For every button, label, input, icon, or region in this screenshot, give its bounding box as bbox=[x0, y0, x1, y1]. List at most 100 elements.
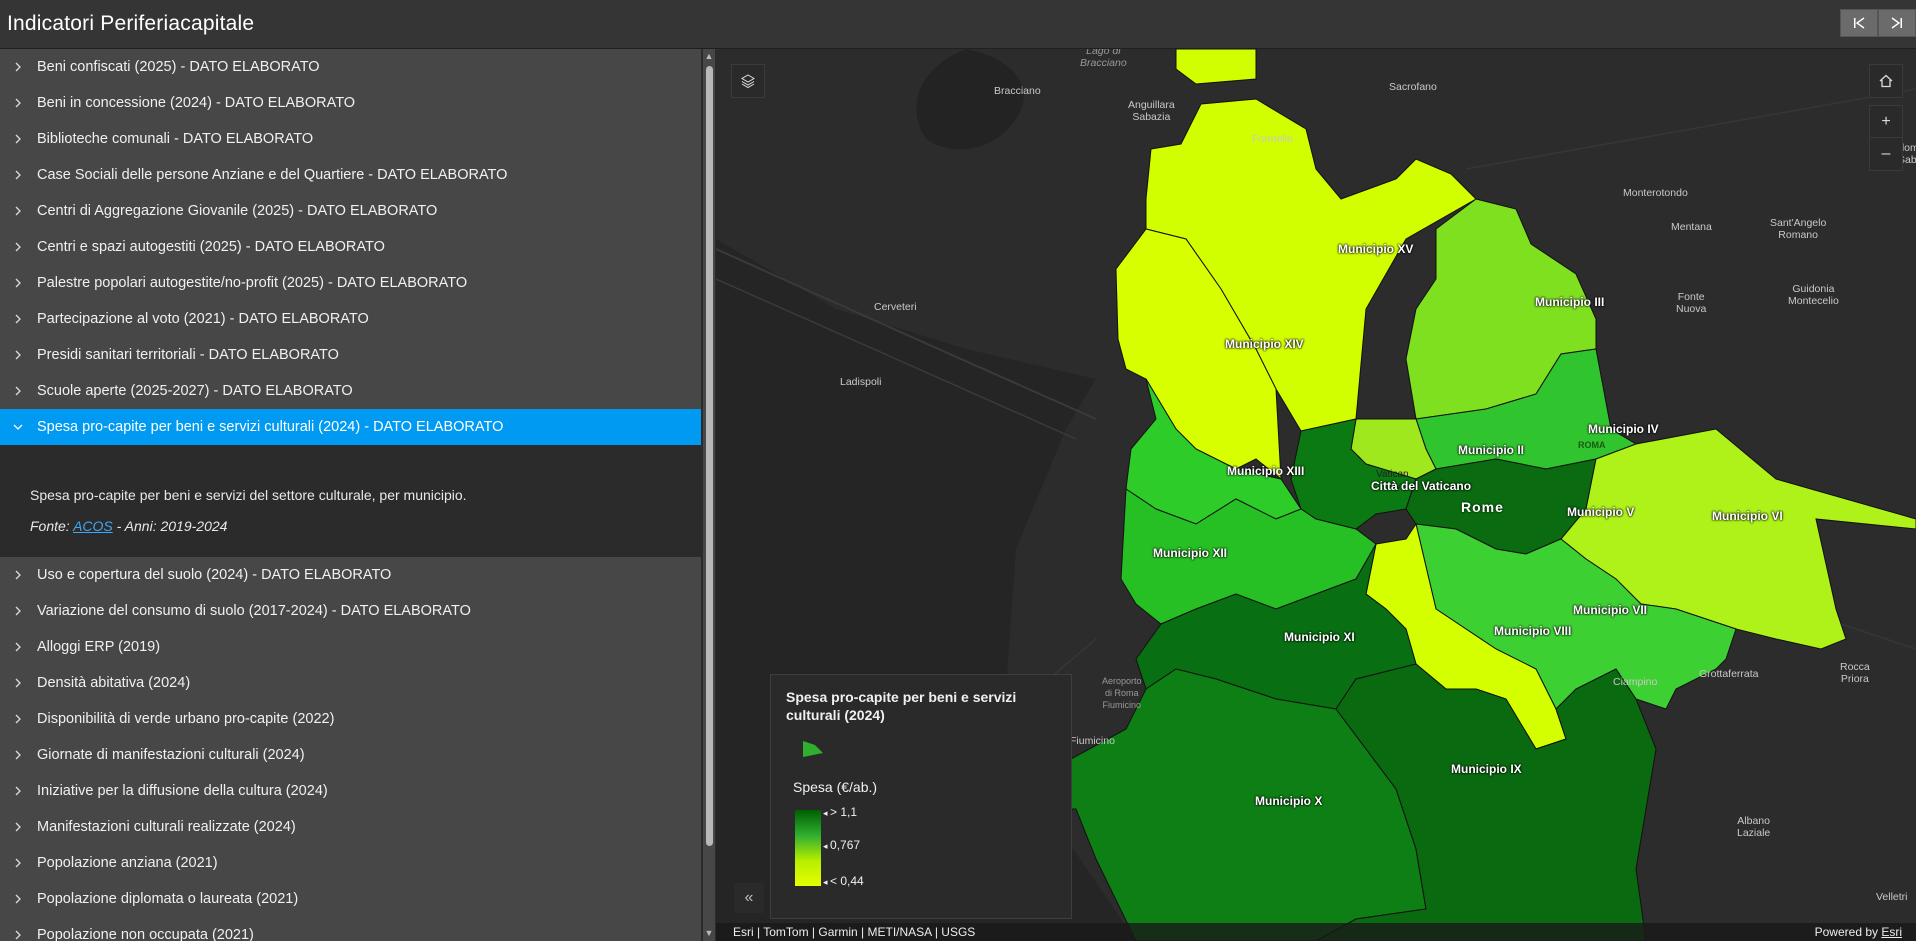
chevron-right-icon bbox=[12, 133, 24, 145]
layer-source: Fonte: ACOS - Anni: 2019-2024 bbox=[30, 518, 227, 534]
place-label: Aeroporto di Roma Fiumicino bbox=[1102, 676, 1142, 710]
layer-label: Uso e copertura del suolo (2024) - DATO … bbox=[37, 567, 392, 583]
place-label: Velletri bbox=[1876, 891, 1908, 903]
chevron-right-icon bbox=[12, 713, 24, 725]
layer-label: Beni in concessione (2024) - DATO ELABOR… bbox=[37, 95, 356, 111]
layer-label: Popolazione anziana (2021) bbox=[37, 855, 218, 871]
home-button[interactable] bbox=[1869, 64, 1903, 98]
place-label: Lago di Bracciano bbox=[1080, 49, 1127, 69]
layer-item[interactable]: Popolazione anziana (2021) bbox=[0, 845, 701, 881]
municipio-label: Municipio VI bbox=[1712, 509, 1783, 523]
chevron-right-icon bbox=[12, 205, 24, 217]
layer-item[interactable]: Presidi sanitari territoriali - DATO ELA… bbox=[0, 337, 701, 373]
municipio-label: Municipio VII bbox=[1573, 603, 1647, 617]
municipio-label: Municipio II bbox=[1458, 443, 1524, 457]
layer-item[interactable]: Centri di Aggregazione Giovanile (2025) … bbox=[0, 193, 701, 229]
layer-item[interactable]: Scuole aperte (2025-2027) - DATO ELABORA… bbox=[0, 373, 701, 409]
chevron-right-icon bbox=[12, 749, 24, 761]
layers-icon bbox=[741, 74, 755, 89]
source-link[interactable]: ACOS bbox=[73, 518, 113, 534]
chevron-right-icon bbox=[12, 605, 24, 617]
layer-list: Beni confiscati (2025) - DATO ELABORATO … bbox=[0, 49, 701, 941]
skip-forward-button[interactable] bbox=[1878, 9, 1916, 37]
place-label: Grottaferrata bbox=[1699, 668, 1759, 680]
place-label: Bracciano bbox=[994, 85, 1041, 97]
skip-back-button[interactable] bbox=[1840, 9, 1878, 37]
layer-item[interactable]: Biblioteche comunali - DATO ELABORATO bbox=[0, 121, 701, 157]
layer-label: Case Sociali delle persone Anziane e del… bbox=[37, 167, 508, 183]
chevron-right-icon bbox=[12, 97, 24, 109]
chevron-right-icon bbox=[12, 349, 24, 361]
municipio-label: Municipio III bbox=[1535, 295, 1605, 309]
layer-item[interactable]: Densità abitativa (2024) bbox=[0, 665, 701, 701]
legend-tick-mid: 0,767 bbox=[823, 838, 860, 852]
chevron-right-icon bbox=[12, 169, 24, 181]
layer-item[interactable]: Popolazione diplomata o laureata (2021) bbox=[0, 881, 701, 917]
layer-label: Scuole aperte (2025-2027) - DATO ELABORA… bbox=[37, 383, 353, 399]
layer-label: Partecipazione al voto (2021) - DATO ELA… bbox=[37, 311, 369, 327]
scroll-up-arrow[interactable]: ▲ bbox=[704, 51, 714, 61]
zoom-in-button[interactable]: + bbox=[1869, 105, 1903, 139]
layer-description: Spesa pro-capite per beni e servizi del … bbox=[30, 487, 467, 503]
chevron-right-icon bbox=[12, 641, 24, 653]
place-label: Sacrofano bbox=[1389, 81, 1437, 93]
layer-label: Disponibilità di verde urbano pro-capite… bbox=[37, 711, 335, 727]
place-label: Guidonia Montecelio bbox=[1788, 283, 1839, 307]
municipio-label: Municipio IX bbox=[1451, 762, 1522, 776]
chevron-right-icon bbox=[12, 857, 24, 869]
municipio-label: Municipio IV bbox=[1588, 422, 1659, 436]
layer-label: Densità abitativa (2024) bbox=[37, 675, 191, 691]
map-view[interactable]: Lago di Bracciano Bracciano Anguillara S… bbox=[716, 49, 1916, 941]
place-label: Cerveteri bbox=[874, 301, 917, 313]
map-attribution: Esri | TomTom | Garmin | METI/NASA | USG… bbox=[716, 923, 1916, 941]
layer-label: Centri di Aggregazione Giovanile (2025) … bbox=[37, 203, 438, 219]
place-label: Rocca Priora bbox=[1840, 661, 1870, 685]
municipio-label: Città del Vaticano bbox=[1371, 479, 1472, 493]
layer-item[interactable]: Variazione del consumo di suolo (2017-20… bbox=[0, 593, 701, 629]
layer-item[interactable]: Palestre popolari autogestite/no-profit … bbox=[0, 265, 701, 301]
esri-link[interactable]: Esri bbox=[1881, 925, 1902, 939]
home-icon bbox=[1879, 74, 1893, 88]
layer-item[interactable]: Case Sociali delle persone Anziane e del… bbox=[0, 157, 701, 193]
layer-item[interactable]: Iniziative per la diffusione della cultu… bbox=[0, 773, 701, 809]
legend-title: Spesa pro-capite per beni e servizi cult… bbox=[786, 689, 1017, 723]
zoom-out-button[interactable]: – bbox=[1869, 137, 1903, 171]
layer-item[interactable]: Giornate di manifestazioni culturali (20… bbox=[0, 737, 701, 773]
chevron-right-icon bbox=[12, 385, 24, 397]
layer-item[interactable]: Beni confiscati (2025) - DATO ELABORATO bbox=[0, 49, 701, 85]
layer-item[interactable]: Partecipazione al voto (2021) - DATO ELA… bbox=[0, 301, 701, 337]
municipio-label: Municipio XV bbox=[1338, 242, 1414, 256]
place-label: Anguillara Sabazia bbox=[1128, 99, 1175, 123]
collapse-legend-button[interactable]: « bbox=[734, 883, 764, 913]
layer-label: Presidi sanitari territoriali - DATO ELA… bbox=[37, 347, 339, 363]
layer-list-panel: Beni confiscati (2025) - DATO ELABORATO … bbox=[0, 49, 701, 941]
layer-label: Manifestazioni culturali realizzate (202… bbox=[37, 819, 296, 835]
chevron-right-icon bbox=[12, 677, 24, 689]
place-label: Fiumicino bbox=[1070, 735, 1115, 747]
legend-color-ramp bbox=[795, 810, 821, 886]
chevron-right-icon bbox=[12, 821, 24, 833]
layer-item[interactable]: Alloggi ERP (2019) bbox=[0, 629, 701, 665]
place-label: Ladispoli bbox=[840, 376, 882, 388]
nav-buttons bbox=[1840, 9, 1916, 37]
powered-by-text: Powered by bbox=[1814, 925, 1882, 939]
layer-item[interactable]: Centri e spazi autogestiti (2025) - DATO… bbox=[0, 229, 701, 265]
layer-item[interactable]: Manifestazioni culturali realizzate (202… bbox=[0, 809, 701, 845]
source-prefix: Fonte: bbox=[30, 518, 74, 534]
layer-item[interactable]: Popolazione non occupata (2021) bbox=[0, 917, 701, 941]
skip-back-icon bbox=[1854, 17, 1865, 29]
scrollbar-thumb[interactable] bbox=[706, 66, 713, 846]
layer-label: Popolazione non occupata (2021) bbox=[37, 927, 254, 941]
layer-label: Giornate di manifestazioni culturali (20… bbox=[37, 747, 305, 763]
source-years: - Anni: 2019-2024 bbox=[112, 518, 228, 534]
layer-label: Variazione del consumo di suolo (2017-20… bbox=[37, 603, 471, 619]
scroll-down-arrow[interactable]: ▼ bbox=[704, 928, 714, 938]
layer-item[interactable]: Beni in concessione (2024) - DATO ELABOR… bbox=[0, 85, 701, 121]
city-label: Rome bbox=[1461, 499, 1504, 515]
layer-item-active[interactable]: Spesa pro-capite per beni e servizi cult… bbox=[0, 409, 701, 445]
layer-label: Centri e spazi autogestiti (2025) - DATO… bbox=[37, 239, 385, 255]
layer-item[interactable]: Disponibilità di verde urbano pro-capite… bbox=[0, 701, 701, 737]
layer-item[interactable]: Uso e copertura del suolo (2024) - DATO … bbox=[0, 557, 701, 593]
chevron-right-icon bbox=[12, 61, 24, 73]
layers-button[interactable] bbox=[731, 64, 765, 98]
